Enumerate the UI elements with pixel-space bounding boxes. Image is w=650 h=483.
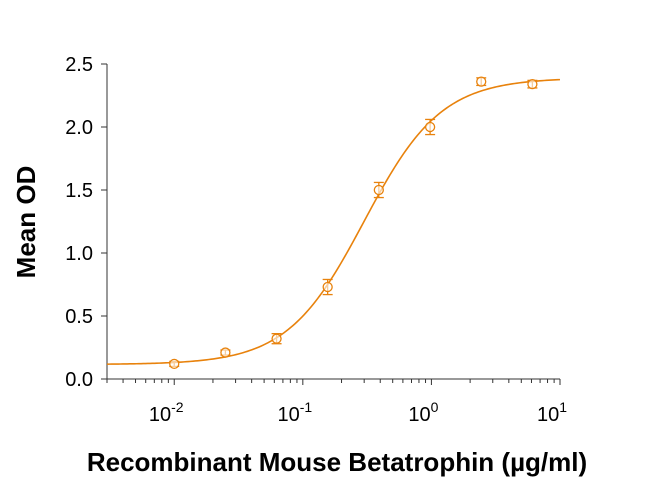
x-tick-label: 10-2 [149,399,184,426]
point-marker [271,333,282,344]
point-marker [476,76,487,87]
x-tick-exponent: -1 [300,399,313,415]
y-tick-label: 2.0 [65,117,93,139]
x-tick-label: 101 [537,399,567,426]
y-tick-label: 0.0 [65,369,93,391]
x-tick-label: 100 [408,399,438,426]
x-axis-title: Recombinant Mouse Betatrophin (µg/ml) [87,447,587,477]
data-point [169,358,180,370]
data-points [169,76,538,370]
data-point [271,332,282,345]
point-marker [220,347,231,358]
point-marker [424,121,436,133]
axes: 0.00.51.01.52.02.510-2 10-1 100 101 [65,54,567,426]
x-tick-exponent: -2 [171,399,184,415]
point-marker [527,79,538,90]
y-tick-label: 1.0 [65,243,93,265]
fit-curve [106,78,561,365]
fit-curve-group [106,78,561,365]
point-marker [373,184,384,196]
x-tick-exponent: 1 [559,399,567,415]
data-point [476,76,487,87]
data-point [424,118,436,136]
y-axis-title: Mean OD [11,166,41,279]
point-marker [322,281,333,293]
data-point [322,278,333,296]
data-point [373,181,384,199]
x-tick-exponent: 0 [431,399,439,415]
y-tick-label: 2.5 [65,54,93,76]
y-tick-label: 0.5 [65,306,93,328]
data-point [220,347,231,358]
data-point [527,79,538,90]
point-marker [169,358,180,370]
x-tick-label: 10-1 [277,399,312,426]
y-tick-label: 1.5 [65,180,93,202]
